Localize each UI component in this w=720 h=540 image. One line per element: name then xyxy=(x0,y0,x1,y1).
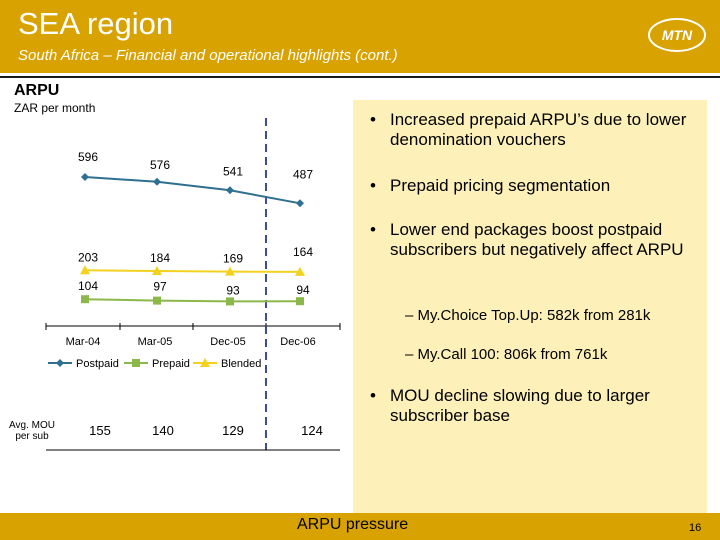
arpu-chart: Mar-04 Mar-05 Dec-05 Dec-06 596 576 541 487 104 9… xyxy=(45,118,341,451)
commentary-panel xyxy=(353,100,707,515)
legend-marker xyxy=(200,358,210,367)
footer-bar xyxy=(0,513,720,540)
data-point xyxy=(81,295,89,304)
bullet-item: • Lower end packages boost postpaid subs… xyxy=(370,220,705,260)
mtn-logo: MTN xyxy=(648,18,706,52)
mou-value: 124 xyxy=(301,423,323,438)
bullet-text: Lower end packages boost postpaid subscr… xyxy=(390,220,684,259)
legend-label: Prepaid xyxy=(152,358,190,370)
category-label: Mar-04 xyxy=(66,336,101,348)
data-point xyxy=(81,172,89,181)
data-point xyxy=(226,186,234,195)
bullet-glyph: • xyxy=(370,220,376,239)
data-label: 596 xyxy=(78,150,98,164)
category-label: Mar-05 xyxy=(138,336,173,348)
header-divider xyxy=(0,76,720,78)
data-label: 97 xyxy=(153,280,167,294)
legend-marker xyxy=(132,359,140,367)
data-point xyxy=(225,266,235,276)
data-label: 164 xyxy=(293,245,313,259)
header-bar xyxy=(0,0,720,73)
data-point xyxy=(80,265,90,275)
legend-marker xyxy=(56,359,64,367)
data-label: 104 xyxy=(78,279,98,293)
series-line xyxy=(84,298,301,303)
section-title: ARPU xyxy=(14,82,60,99)
data-label: 203 xyxy=(78,250,98,264)
series-line xyxy=(84,175,301,205)
footer-caption: ARPU pressure xyxy=(297,516,409,533)
bullet-item: • MOU decline slowing due to larger subs… xyxy=(370,386,705,426)
mou-label: Avg. MOU per sub xyxy=(9,420,55,442)
data-label: 487 xyxy=(293,167,313,181)
sub-bullet: – My.Call 100: 806k from 761k xyxy=(405,346,608,363)
mou-value: 140 xyxy=(152,423,174,438)
data-point xyxy=(295,266,305,276)
mtn-logo-text: MTN xyxy=(662,27,693,43)
page-number: 16 xyxy=(689,522,702,534)
bullet-glyph: • xyxy=(370,176,376,195)
bullet-item: • Prepaid pricing segmentation xyxy=(370,176,610,196)
category-label: Dec-06 xyxy=(280,336,315,348)
mou-value: 155 xyxy=(89,423,111,438)
bullet-text: Prepaid pricing segmentation xyxy=(390,176,611,195)
data-point xyxy=(152,266,162,276)
bullet-glyph: • xyxy=(370,110,376,129)
section-unit: ZAR per month xyxy=(14,101,96,115)
bullet-item: • Increased prepaid ARPU’s due to lower … xyxy=(370,110,705,150)
sub-bullet: – My.Choice Top.Up: 582k from 281k xyxy=(405,307,651,324)
data-point xyxy=(153,177,161,186)
data-point xyxy=(296,199,304,208)
category-label: Dec-05 xyxy=(210,336,245,348)
series-line xyxy=(84,269,301,273)
data-label: 576 xyxy=(150,158,170,172)
bullet-glyph: • xyxy=(370,386,376,405)
data-label: 94 xyxy=(296,283,310,297)
mou-value: 129 xyxy=(222,423,244,438)
data-label: 184 xyxy=(150,251,170,265)
data-label: 169 xyxy=(223,252,243,266)
data-point xyxy=(153,296,161,305)
data-point xyxy=(226,297,234,306)
data-label: 541 xyxy=(223,164,243,178)
data-point xyxy=(296,297,304,306)
bullet-text: MOU decline slowing due to larger subscr… xyxy=(390,386,650,425)
bullet-text: Increased prepaid ARPU’s due to lower de… xyxy=(390,110,687,149)
page-title: SEA region xyxy=(18,6,174,41)
legend-label: Postpaid xyxy=(76,358,119,370)
legend-label: Blended xyxy=(221,358,261,370)
data-label: 93 xyxy=(226,283,240,297)
page-subtitle: South Africa – Financial and operational… xyxy=(18,47,398,64)
